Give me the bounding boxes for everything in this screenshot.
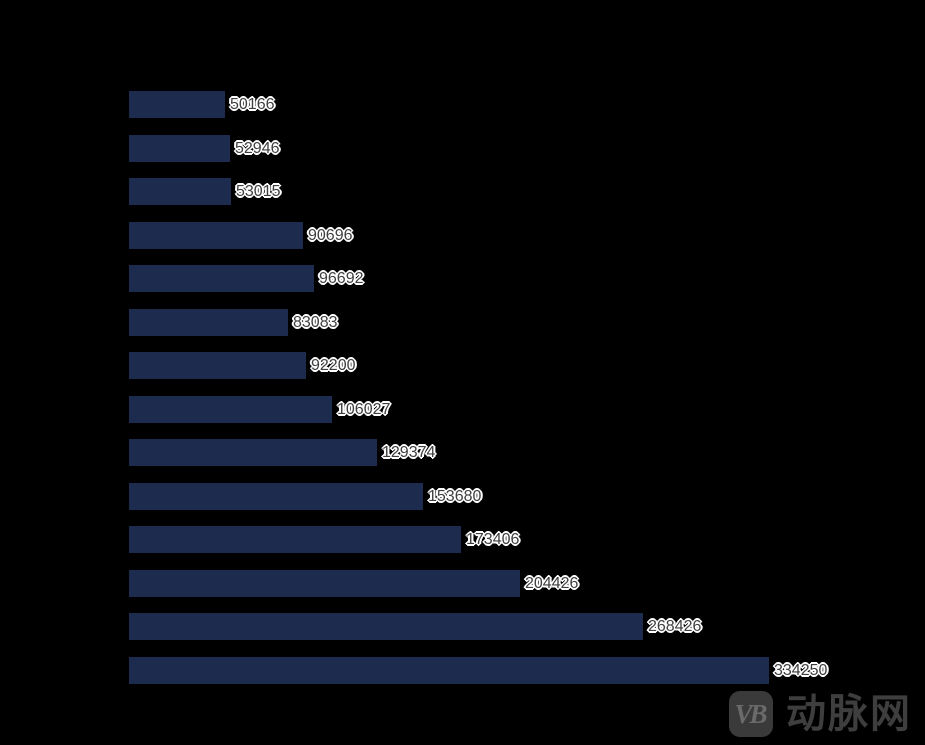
bar xyxy=(129,91,225,118)
bar xyxy=(129,570,520,597)
bar xyxy=(129,309,288,336)
vb-logo-icon: VB xyxy=(729,691,773,737)
bar-value-label: 106027 xyxy=(337,401,391,418)
vb-logo-monogram: VB xyxy=(734,698,767,729)
bar-value-label: 83083 xyxy=(293,314,338,331)
bar-value-label: 204426 xyxy=(525,575,579,592)
bar-value-label: 53015 xyxy=(236,183,281,200)
bar-value-label: 90696 xyxy=(308,227,353,244)
watermark: VB 动脉网 xyxy=(729,691,912,737)
bar-value-label: 92200 xyxy=(311,357,356,374)
bar-value-label: 96692 xyxy=(319,270,364,287)
bar xyxy=(129,396,332,423)
bar-value-label: 173406 xyxy=(466,531,520,548)
bar-value-label: 50166 xyxy=(230,96,275,113)
bar-value-label: 268426 xyxy=(648,618,702,635)
bar xyxy=(129,439,377,466)
bar xyxy=(129,352,306,379)
bar-value-label: 129374 xyxy=(382,444,436,461)
bar xyxy=(129,657,769,684)
bar-value-label: 52946 xyxy=(235,140,280,157)
bar xyxy=(129,265,314,292)
watermark-brand-text: 动脉网 xyxy=(786,692,912,736)
bar xyxy=(129,135,230,162)
bar-value-label: 153680 xyxy=(428,488,482,505)
bar xyxy=(129,613,643,640)
bar xyxy=(129,178,231,205)
bar xyxy=(129,222,303,249)
bar xyxy=(129,483,423,510)
bar-value-label: 334250 xyxy=(774,662,828,679)
bar xyxy=(129,526,461,553)
